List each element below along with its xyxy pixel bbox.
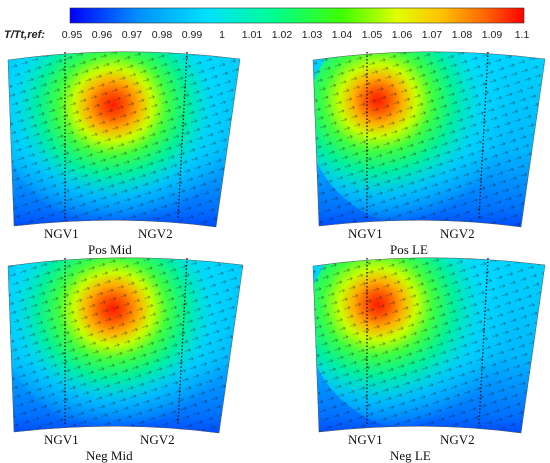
vane-label-ngv2: NGV2 (138, 226, 173, 241)
colorbar-tick-label: 0.99 (182, 29, 203, 41)
colorbar-tick-label: 1.06 (392, 29, 413, 41)
colorbar-tick-label: 1.03 (302, 29, 323, 41)
colorbar-tick-label: 1.1 (515, 29, 530, 41)
colorbar-tick-label: 1.01 (242, 29, 263, 41)
colorbar-tick-label: 1.08 (452, 29, 473, 41)
vane-label-ngv2: NGV2 (440, 226, 475, 241)
panel-neg-mid: NGV1 NGV2 Neg Mid (7, 257, 244, 463)
colorbar-tick-label: 1.02 (272, 29, 293, 41)
vane-label-ngv2: NGV2 (140, 432, 175, 447)
panel-label: Pos Mid (88, 242, 132, 257)
colorbar-tick-label: 0.98 (152, 29, 173, 41)
colorbar-gradient (69, 7, 525, 24)
colorbar-tick-label: 1.04 (332, 29, 353, 41)
vane-label-ngv1: NGV1 (348, 226, 383, 241)
colorbar: T/Tt,ref: 0.95 0.96 0.97 0.98 0.99 1 1.01 1.02 1… (4, 7, 530, 41)
colorbar-tick-label: 0.96 (92, 29, 113, 41)
colorbar-ticks: 0.95 0.96 0.97 0.98 0.99 1 1.01 1.02 1.03 1.04 1.0… (62, 29, 530, 41)
panel-label: Neg Mid (86, 448, 133, 463)
colorbar-label: T/Tt,ref: (4, 29, 45, 41)
colorbar-tick-label: 0.95 (62, 29, 83, 41)
vane-label-ngv1: NGV1 (44, 226, 79, 241)
colorbar-tick-label: 1.07 (422, 29, 443, 41)
colorbar-tick-label: 0.97 (122, 29, 143, 41)
colorbar-tick-label: 1 (219, 29, 225, 41)
vane-label-ngv2: NGV2 (440, 432, 475, 447)
colorbar-tick-label: 1.09 (482, 29, 503, 41)
panel-pos-mid: NGV1 NGV2 Pos Mid (7, 51, 241, 257)
panel-label: Neg LE (390, 448, 431, 463)
colorbar-tick-label: 1.05 (362, 29, 383, 41)
vane-label-ngv1: NGV1 (44, 432, 79, 447)
panel-pos-le: NGV1 NGV2 Pos LE (312, 51, 546, 257)
panel-label: Pos LE (390, 242, 428, 257)
panel-neg-le: NGV1 NGV2 Neg LE (312, 257, 546, 463)
vane-label-ngv1: NGV1 (348, 432, 383, 447)
